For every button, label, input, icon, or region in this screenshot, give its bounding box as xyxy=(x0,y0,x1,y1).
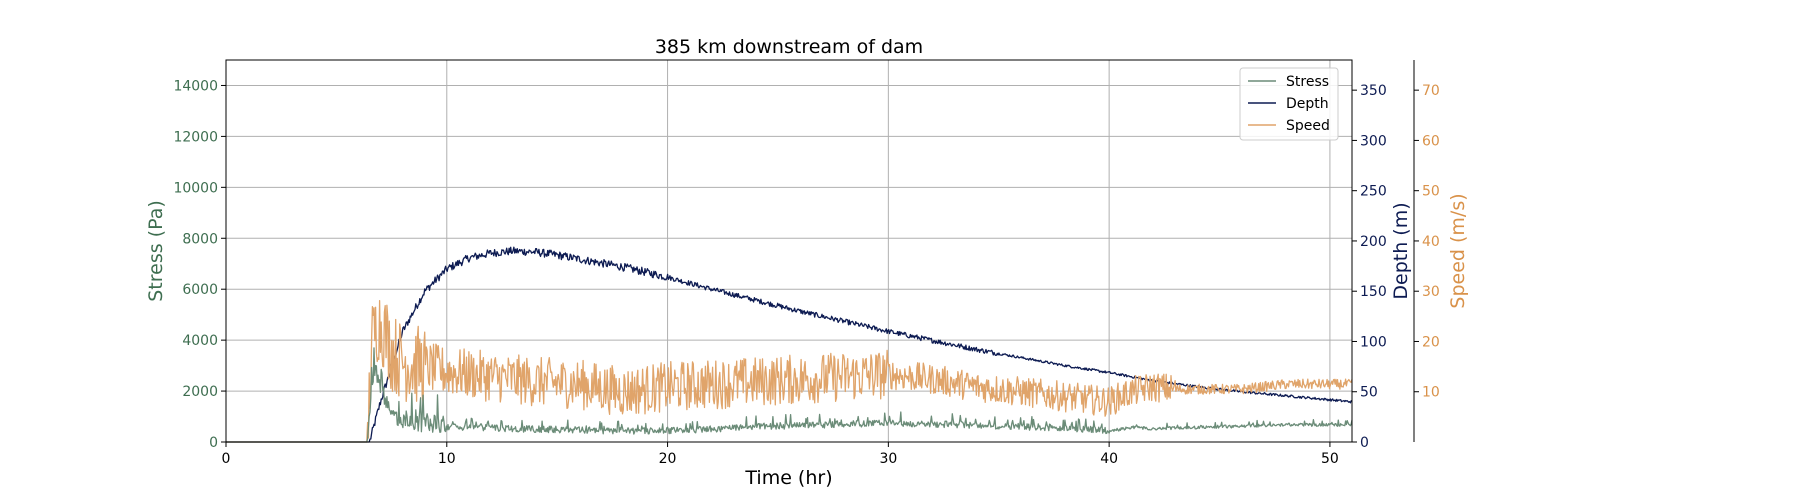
legend-label-stress: Stress xyxy=(1286,74,1329,90)
speed-tick-label: 20 xyxy=(1422,334,1440,350)
stress-tick-label: 10000 xyxy=(173,180,218,196)
stress-tick-label: 12000 xyxy=(173,129,218,145)
depth-tick-label: 350 xyxy=(1360,83,1387,99)
x-tick-label: 50 xyxy=(1321,451,1339,467)
speed-tick-label: 60 xyxy=(1422,133,1440,149)
speed-tick-label: 10 xyxy=(1422,385,1440,401)
axes: 0 10 20 30 40 5002000400060008000100001200014… xyxy=(173,60,1440,467)
stress-tick-label: 6000 xyxy=(182,282,218,298)
x-tick-label: 30 xyxy=(879,451,897,467)
depth-tick-label: 50 xyxy=(1360,385,1378,401)
series-line-speed xyxy=(226,299,1353,443)
depth-tick-label: 300 xyxy=(1360,133,1387,149)
depth-tick-label: 250 xyxy=(1360,184,1387,200)
legend-label-depth: Depth xyxy=(1286,96,1329,112)
speed-tick-label: 30 xyxy=(1422,284,1440,300)
legend-box xyxy=(1239,67,1339,141)
depth-axis-label: Depth (m) xyxy=(1390,202,1412,299)
speed-tick-label: 50 xyxy=(1422,184,1440,200)
stress-tick-label: 8000 xyxy=(182,231,218,247)
series-line-stress xyxy=(226,347,1353,443)
legend-label-speed: Speed xyxy=(1286,118,1330,134)
stress-tick-label: 2000 xyxy=(182,384,218,400)
stress-tick-label: 0 xyxy=(209,435,218,451)
x-tick-label: 20 xyxy=(659,451,677,467)
legend: Stress Depth Speed xyxy=(1239,67,1339,141)
depth-tick-label: 200 xyxy=(1360,234,1387,250)
depth-tick-label: 150 xyxy=(1360,284,1387,300)
x-tick-label: 40 xyxy=(1100,451,1118,467)
x-tick-label: 0 xyxy=(222,451,231,467)
series-lines xyxy=(226,246,1353,443)
depth-tick-label: 0 xyxy=(1360,435,1369,451)
plot-frame xyxy=(225,59,1353,443)
speed-tick-label: 70 xyxy=(1422,83,1440,99)
speed-axis-label: Speed (m/s) xyxy=(1447,193,1469,308)
stress-axis-label: Stress (Pa) xyxy=(145,200,167,302)
x-axis-label: Time (hr) xyxy=(744,467,832,489)
x-tick-label: 10 xyxy=(438,451,456,467)
chart-title: 385 km downstream of dam xyxy=(655,36,923,58)
depth-tick-label: 100 xyxy=(1360,334,1387,350)
stress-tick-label: 4000 xyxy=(182,333,218,349)
speed-tick-label: 40 xyxy=(1422,234,1440,250)
stress-tick-label: 14000 xyxy=(173,78,218,94)
